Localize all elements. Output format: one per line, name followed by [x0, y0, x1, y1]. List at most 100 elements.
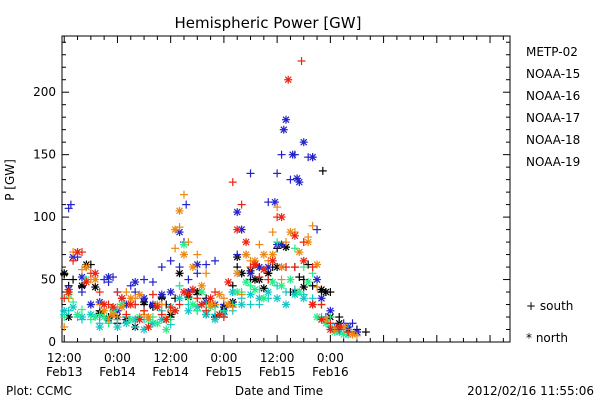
x-axis-label: Date and Time [235, 384, 323, 398]
south-point [313, 283, 322, 292]
north-point [144, 313, 153, 322]
south-point [157, 310, 166, 319]
plot-frame [61, 35, 511, 343]
legend-entry: NOAA-17 [526, 111, 580, 125]
north-point [250, 260, 259, 269]
north-point [162, 315, 171, 324]
south-point [126, 281, 135, 290]
north-point [144, 323, 153, 332]
north-point [304, 238, 313, 247]
north-point [188, 300, 197, 309]
south-point [148, 278, 157, 287]
south-point [193, 294, 202, 303]
north-point [233, 208, 242, 217]
north-point [197, 288, 206, 297]
north-point [179, 250, 188, 259]
south-point [77, 288, 86, 297]
south-point [193, 269, 202, 278]
south-point [273, 169, 282, 178]
legend-entry: NOAA-16 [526, 89, 580, 103]
north-point [224, 300, 233, 309]
plot-timestamp: 2012/02/16 11:55:06 [467, 384, 594, 398]
south-point [286, 175, 295, 184]
legend-entry: NOAA-19 [526, 155, 580, 169]
south-point [69, 256, 78, 265]
south-point [228, 178, 237, 187]
south-point [171, 244, 180, 253]
south-point [69, 275, 78, 284]
south-point [77, 305, 86, 314]
south-point [308, 221, 317, 230]
y-tick-label: 100 [33, 210, 56, 224]
north-point [91, 269, 100, 278]
south-point [122, 288, 131, 297]
north-point [215, 310, 224, 319]
north-point [242, 278, 251, 287]
south-point [255, 273, 264, 282]
south-point [113, 288, 122, 297]
north-point [317, 315, 326, 324]
south-point [202, 260, 211, 269]
south-point [318, 166, 327, 175]
south-point [131, 323, 140, 332]
south-point [290, 263, 299, 272]
south-point [211, 256, 220, 265]
north-point [153, 303, 162, 312]
north-point [299, 256, 308, 265]
legend: METP-02 NOAA-15 NOAA-16 NOAA-17 NOAA-18 NOAA-… [526, 45, 580, 169]
south-point [211, 288, 220, 297]
north-point [288, 150, 297, 159]
north-point [279, 125, 288, 134]
south-point [308, 263, 317, 272]
north-point [100, 300, 109, 309]
north-point [286, 275, 295, 284]
y-tick-label: 200 [33, 85, 56, 99]
north-point [295, 248, 304, 257]
south-point [233, 250, 242, 259]
south-point [166, 303, 175, 312]
south-point [140, 275, 149, 284]
south-point [361, 328, 370, 337]
south-point [193, 306, 202, 315]
north-point [91, 313, 100, 322]
south-point [202, 306, 211, 315]
north-point [60, 269, 69, 278]
north-point [153, 319, 162, 328]
north-point [179, 288, 188, 297]
south-point [344, 328, 353, 337]
x-tick-label-time: 12:00 [153, 351, 188, 365]
north-point [166, 288, 175, 297]
north-point [237, 300, 246, 309]
north-point [113, 323, 122, 332]
marker-legend-entry: + south [526, 299, 573, 313]
north-point [117, 303, 126, 312]
south-point [237, 200, 246, 209]
x-tick-label-date: Feb14 [152, 365, 189, 379]
south-point [148, 290, 157, 299]
north-point [339, 330, 348, 339]
south-point [219, 294, 228, 303]
north-point [91, 283, 100, 292]
north-point [188, 263, 197, 272]
legend-entry: NOAA-15 [526, 67, 580, 81]
north-point [277, 281, 286, 290]
north-point [259, 250, 268, 259]
north-point [295, 178, 304, 187]
north-point [171, 306, 180, 315]
south-point [282, 263, 290, 272]
south-point [184, 275, 193, 284]
south-point [175, 263, 184, 272]
north-point [162, 325, 171, 334]
south-point [193, 250, 202, 259]
south-point [60, 323, 69, 332]
north-point [233, 269, 242, 278]
north-point [282, 115, 290, 124]
north-point [224, 278, 233, 287]
north-point [304, 278, 313, 287]
south-point [277, 275, 286, 284]
south-point [104, 315, 113, 324]
south-point [277, 150, 286, 159]
south-point [122, 310, 131, 319]
north-point [299, 138, 308, 147]
north-point [95, 323, 104, 332]
